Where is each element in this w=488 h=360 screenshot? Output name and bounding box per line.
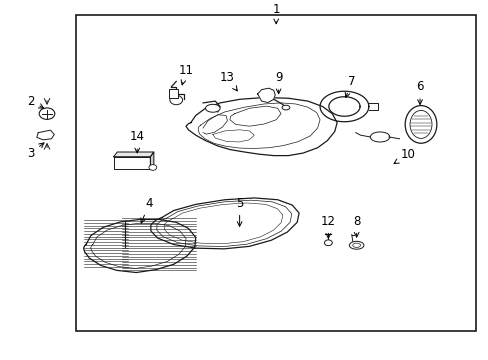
Polygon shape bbox=[257, 88, 275, 103]
Polygon shape bbox=[122, 220, 194, 270]
Circle shape bbox=[324, 240, 331, 246]
Text: 8: 8 bbox=[352, 215, 360, 237]
Polygon shape bbox=[114, 157, 150, 169]
Text: 14: 14 bbox=[129, 130, 144, 153]
Bar bbox=[168, 89, 177, 98]
Ellipse shape bbox=[405, 105, 436, 143]
Text: 4: 4 bbox=[141, 197, 153, 223]
Text: 7: 7 bbox=[345, 75, 355, 98]
Circle shape bbox=[39, 108, 55, 120]
Polygon shape bbox=[114, 152, 154, 157]
Polygon shape bbox=[37, 130, 54, 140]
Polygon shape bbox=[83, 220, 195, 273]
Text: 5: 5 bbox=[235, 197, 243, 226]
Ellipse shape bbox=[348, 241, 363, 249]
Polygon shape bbox=[150, 152, 154, 169]
Text: 12: 12 bbox=[320, 215, 335, 238]
Bar bbox=[76, 15, 475, 330]
Text: 1: 1 bbox=[272, 3, 279, 24]
Polygon shape bbox=[83, 222, 126, 265]
Ellipse shape bbox=[282, 105, 289, 110]
Ellipse shape bbox=[409, 111, 431, 138]
Ellipse shape bbox=[205, 104, 220, 112]
Text: 13: 13 bbox=[220, 71, 237, 91]
Circle shape bbox=[149, 165, 157, 170]
Text: 11: 11 bbox=[178, 64, 193, 85]
Ellipse shape bbox=[352, 243, 360, 247]
Text: 2: 2 bbox=[27, 95, 43, 108]
Circle shape bbox=[169, 95, 182, 105]
Text: 10: 10 bbox=[393, 148, 414, 163]
Text: 9: 9 bbox=[274, 71, 282, 94]
Ellipse shape bbox=[369, 132, 389, 142]
Text: 6: 6 bbox=[415, 80, 423, 104]
Text: 3: 3 bbox=[27, 143, 44, 159]
